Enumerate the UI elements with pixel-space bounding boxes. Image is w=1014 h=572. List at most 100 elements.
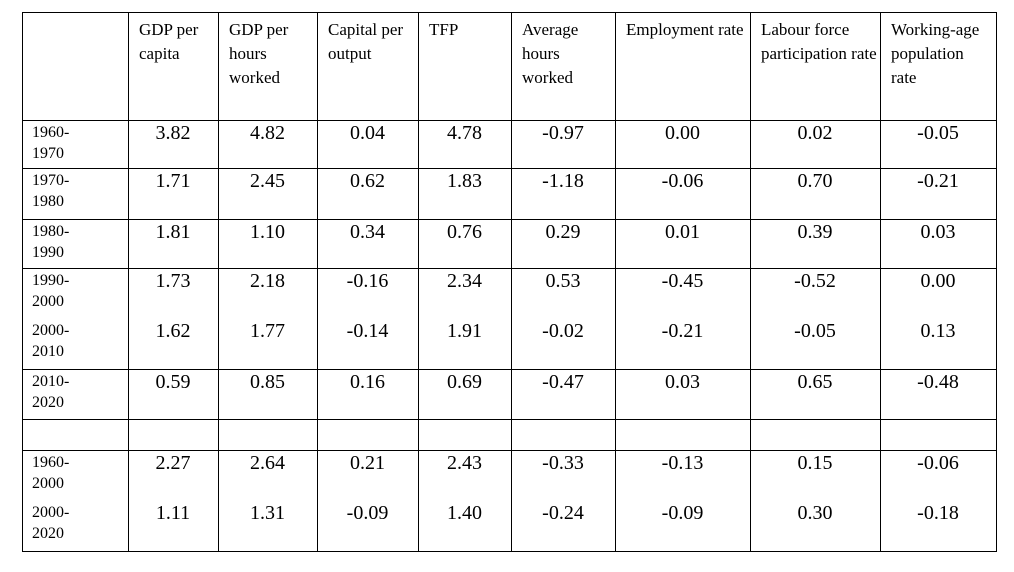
value-cell: -0.48 (917, 371, 959, 393)
column-line (880, 12, 881, 552)
value-cell: -0.09 (346, 502, 389, 524)
value-cell: 4.82 (250, 122, 285, 144)
value-cell: 1.62 (155, 320, 191, 342)
column-line (615, 12, 616, 552)
value-cell: 0.21 (350, 452, 385, 474)
value-cell: 1.11 (155, 502, 191, 524)
column-header: Working-age population rate (891, 20, 980, 87)
value-cell: -0.05 (917, 122, 959, 144)
value-cell: -0.52 (794, 270, 836, 292)
value-cell: 2.18 (250, 270, 285, 292)
value-cell: 2.64 (250, 452, 285, 474)
value-cell: 1.10 (250, 221, 285, 243)
column-line (22, 12, 23, 552)
row-line (22, 12, 997, 13)
column-header: GDP per hours worked (229, 20, 289, 87)
value-cell: 0.29 (545, 221, 581, 243)
value-cell: 1.81 (155, 221, 191, 243)
value-cell: -0.21 (661, 320, 704, 342)
value-cell: 1.31 (250, 502, 285, 524)
value-cell: -0.24 (542, 502, 584, 524)
row-line (22, 168, 997, 169)
value-cell: 0.02 (797, 122, 833, 144)
value-cell: 0.01 (665, 221, 700, 243)
column-line (511, 12, 512, 552)
value-cell: 2.43 (447, 452, 482, 474)
column-header: Capital per output (328, 20, 404, 63)
value-cell: 0.34 (350, 221, 385, 243)
column-line (996, 12, 997, 552)
value-cell: 0.03 (920, 221, 956, 243)
value-cell: 0.00 (665, 122, 700, 144)
value-cell: 1.71 (155, 170, 191, 192)
period-label: 1970-1980 (32, 172, 70, 210)
column-line (317, 12, 318, 552)
row-line (22, 419, 997, 420)
value-cell: -0.45 (661, 270, 704, 292)
period-label: 1960-1970 (32, 124, 70, 162)
value-cell: -0.14 (346, 320, 389, 342)
period-label: 1990-2000 (32, 272, 70, 310)
value-cell: 2.45 (250, 170, 285, 192)
row-line (22, 219, 997, 220)
value-cell: 0.69 (447, 371, 482, 393)
value-cell: 1.91 (447, 320, 482, 342)
row-line (22, 120, 997, 121)
column-header: Employment rate (626, 20, 744, 39)
value-cell: 0.16 (350, 371, 385, 393)
row-line (22, 450, 997, 451)
period-label: 1980-1990 (32, 223, 70, 261)
value-cell: 1.83 (447, 170, 482, 192)
value-cell: 2.34 (447, 270, 482, 292)
value-cell: -0.05 (794, 320, 836, 342)
value-cell: -0.06 (917, 452, 959, 474)
row-line (22, 551, 997, 552)
value-cell: -0.09 (661, 502, 704, 524)
column-line (218, 12, 219, 552)
value-cell: 3.82 (155, 122, 191, 144)
value-cell: 0.30 (797, 502, 833, 524)
value-cell: 0.59 (155, 371, 191, 393)
value-cell: 0.53 (545, 270, 581, 292)
value-cell: -0.21 (917, 170, 959, 192)
row-line (22, 369, 997, 370)
period-label: 2000-2010 (32, 322, 70, 360)
column-header: TFP (429, 20, 459, 39)
value-cell: 4.78 (447, 122, 482, 144)
value-cell: -0.16 (346, 270, 389, 292)
row-line (22, 268, 997, 269)
value-cell: 0.70 (797, 170, 833, 192)
value-cell: 0.03 (665, 371, 700, 393)
period-label: 2000-2020 (32, 504, 70, 542)
value-cell: 0.76 (447, 221, 482, 243)
value-cell: 0.65 (797, 371, 833, 393)
value-cell: -0.02 (542, 320, 584, 342)
value-cell: 0.39 (797, 221, 833, 243)
value-cell: 0.85 (250, 371, 285, 393)
value-cell: -0.97 (542, 122, 584, 144)
value-cell: 1.40 (447, 502, 482, 524)
value-cell: 0.00 (920, 270, 956, 292)
value-cell: 2.27 (155, 452, 191, 474)
value-cell: -0.13 (661, 452, 704, 474)
value-cell: -0.18 (917, 502, 959, 524)
period-label: 1960-2000 (32, 454, 70, 492)
value-cell: 0.04 (350, 122, 385, 144)
value-cell: 1.73 (155, 270, 191, 292)
value-cell: -0.33 (542, 452, 584, 474)
value-cell: 0.62 (350, 170, 385, 192)
value-cell: -0.06 (661, 170, 704, 192)
value-cell: 1.77 (250, 320, 285, 342)
value-cell: 0.15 (797, 452, 833, 474)
value-cell: -1.18 (542, 170, 584, 192)
column-line (750, 12, 751, 552)
column-header: Average hours worked (522, 20, 579, 87)
column-header: GDP per capita (139, 20, 199, 63)
value-cell: -0.47 (542, 371, 584, 393)
column-header: Labour force participation rate (761, 20, 877, 63)
column-line (418, 12, 419, 552)
column-line (128, 12, 129, 552)
value-cell: 0.13 (920, 320, 956, 342)
period-label: 2010-2020 (32, 373, 70, 411)
